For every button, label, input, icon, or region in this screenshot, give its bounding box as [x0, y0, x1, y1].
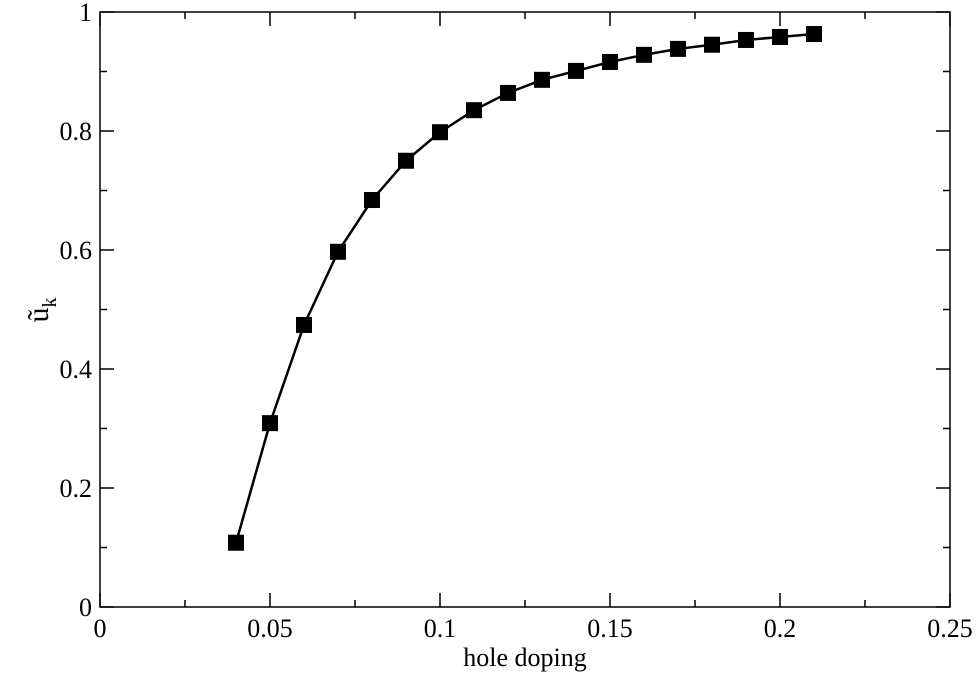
data-point: [228, 534, 244, 551]
y-tick-label: 0.6: [60, 236, 93, 265]
y-axis-label-sub: k: [39, 298, 61, 308]
x-tick-label: 0.25: [927, 614, 973, 643]
plot-frame: [99, 11, 951, 608]
y-tick-label: 0.4: [60, 355, 93, 384]
data-point: [398, 152, 414, 169]
data-point: [466, 102, 482, 119]
data-point: [772, 28, 788, 45]
x-tick-label: 0.2: [764, 614, 797, 643]
data-point: [330, 243, 346, 260]
data-point: [568, 62, 584, 79]
y-axis-label-group: ũk: [22, 298, 61, 323]
data-point: [806, 26, 822, 43]
data-point: [636, 46, 652, 63]
data-point: [704, 36, 720, 53]
data-point: [262, 415, 278, 432]
x-tick-label: 0.15: [587, 614, 633, 643]
data-point: [602, 53, 618, 70]
y-axis-label-main: ũ: [22, 308, 55, 323]
data-point: [738, 31, 754, 48]
x-tick-label: 0.1: [424, 614, 457, 643]
y-tick-label: 1: [79, 0, 92, 27]
y-tick-label: 0.2: [60, 474, 93, 503]
x-axis-label: hole doping: [463, 643, 587, 672]
data-point: [364, 192, 380, 209]
data-point: [500, 84, 516, 101]
data-point: [432, 124, 448, 141]
series-line: [234, 32, 815, 544]
y-tick-label: 0: [79, 593, 92, 622]
data-point: [296, 316, 312, 333]
data-point: [534, 71, 550, 88]
y-axis-label: ũk: [22, 298, 61, 323]
y-tick-label: 0.8: [60, 117, 93, 146]
data-point: [670, 40, 686, 57]
x-tick-label: 0.05: [247, 614, 293, 643]
x-tick-label: 0: [94, 614, 107, 643]
